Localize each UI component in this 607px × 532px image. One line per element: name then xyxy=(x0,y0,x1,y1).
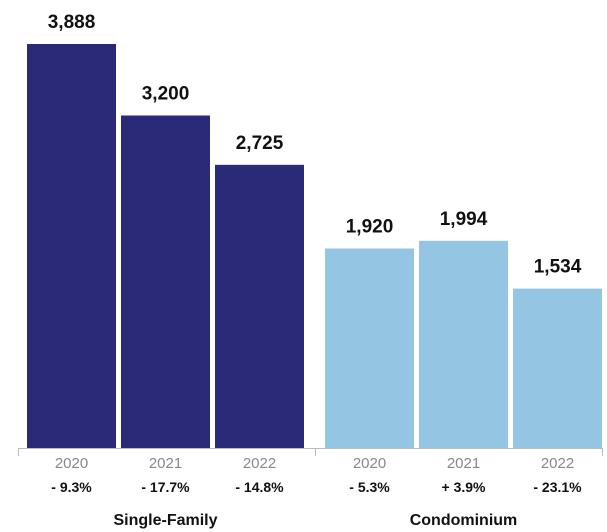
value-label-condominium-2020: 1,920 xyxy=(346,216,394,237)
value-label-condominium-2022: 1,534 xyxy=(534,257,582,278)
value-label-single-family-2022: 2,725 xyxy=(236,133,284,154)
x-tick-label-single-family-2021: 2021 xyxy=(149,455,182,472)
group-label-single-family: Single-Family xyxy=(113,512,217,529)
bar-condominium-2022 xyxy=(513,288,602,448)
change-label-condominium-2021: + 3.9% xyxy=(442,479,487,495)
bar-single-family-2022 xyxy=(215,164,304,448)
value-label-condominium-2021: 1,994 xyxy=(440,209,488,230)
bar-condominium-2020 xyxy=(325,248,414,448)
bar-single-family-2021 xyxy=(121,115,210,448)
group-label-condominium: Condominium xyxy=(410,512,518,529)
change-label-condominium-2022: - 23.1% xyxy=(533,479,582,495)
change-label-condominium-2020: - 5.3% xyxy=(349,479,390,495)
value-label-single-family-2021: 3,200 xyxy=(142,83,190,104)
x-tick-label-condominium-2022: 2022 xyxy=(541,455,574,472)
change-label-single-family-2022: - 14.8% xyxy=(235,479,284,495)
x-tick-label-condominium-2021: 2021 xyxy=(447,455,480,472)
value-label-single-family-2020: 3,888 xyxy=(48,12,96,33)
x-tick-label-single-family-2022: 2022 xyxy=(243,455,276,472)
change-label-single-family-2021: - 17.7% xyxy=(141,479,190,495)
bar-single-family-2020 xyxy=(27,44,116,448)
bar-condominium-2021 xyxy=(419,240,508,448)
x-tick-label-condominium-2020: 2020 xyxy=(353,455,386,472)
change-label-single-family-2020: - 9.3% xyxy=(51,479,92,495)
x-tick-label-single-family-2020: 2020 xyxy=(55,455,88,472)
